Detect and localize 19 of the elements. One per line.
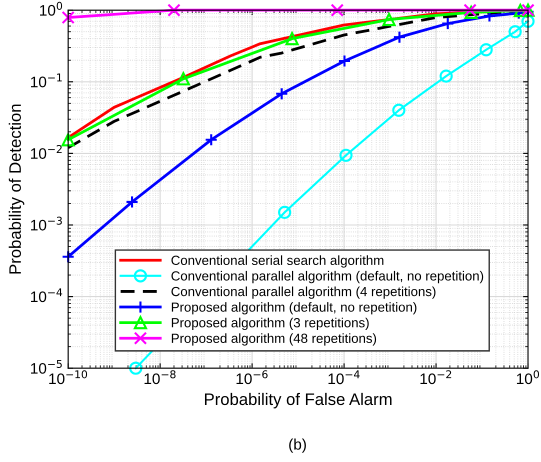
y-tick-label: 10$^{−3}$ — [31, 216, 62, 231]
legend-label: Proposed algorithm (3 repetitions) — [172, 318, 369, 330]
legend-label: Proposed algorithm (48 repetitions) — [172, 333, 376, 346]
y-tick-label: 10$^{−2}$ — [31, 145, 62, 159]
x-tick-label: 10$^{−6}$ — [236, 370, 268, 384]
x-tick-label: 10$^{0}$ — [516, 370, 540, 384]
x-tick-label: 10$^{−4}$ — [328, 370, 360, 384]
legend-label: Proposed algorithm (default, no repetition) — [172, 302, 416, 314]
y-tick-label: 10$^{0}$ — [40, 2, 62, 16]
y-tick-label: 10$^{−1}$ — [31, 74, 62, 88]
x-tick-label: 10$^{−2}$ — [420, 370, 452, 384]
x-axis-title: Probability of False Alarm — [204, 392, 392, 408]
y-axis-title: Probability of Detection — [8, 104, 24, 274]
y-tick-label: 10$^{−4}$ — [31, 288, 62, 302]
legend-label: Conventional parallel algorithm (4 repetitions) — [171, 286, 436, 299]
x-tick-label: 10$^{−8}$ — [144, 370, 176, 384]
legend-label: Conventional serial search algorithm — [171, 255, 384, 268]
text: (b) — [289, 438, 306, 453]
legend-label: Conventional parallel algorithm (default, no repetition) — [171, 270, 484, 284]
